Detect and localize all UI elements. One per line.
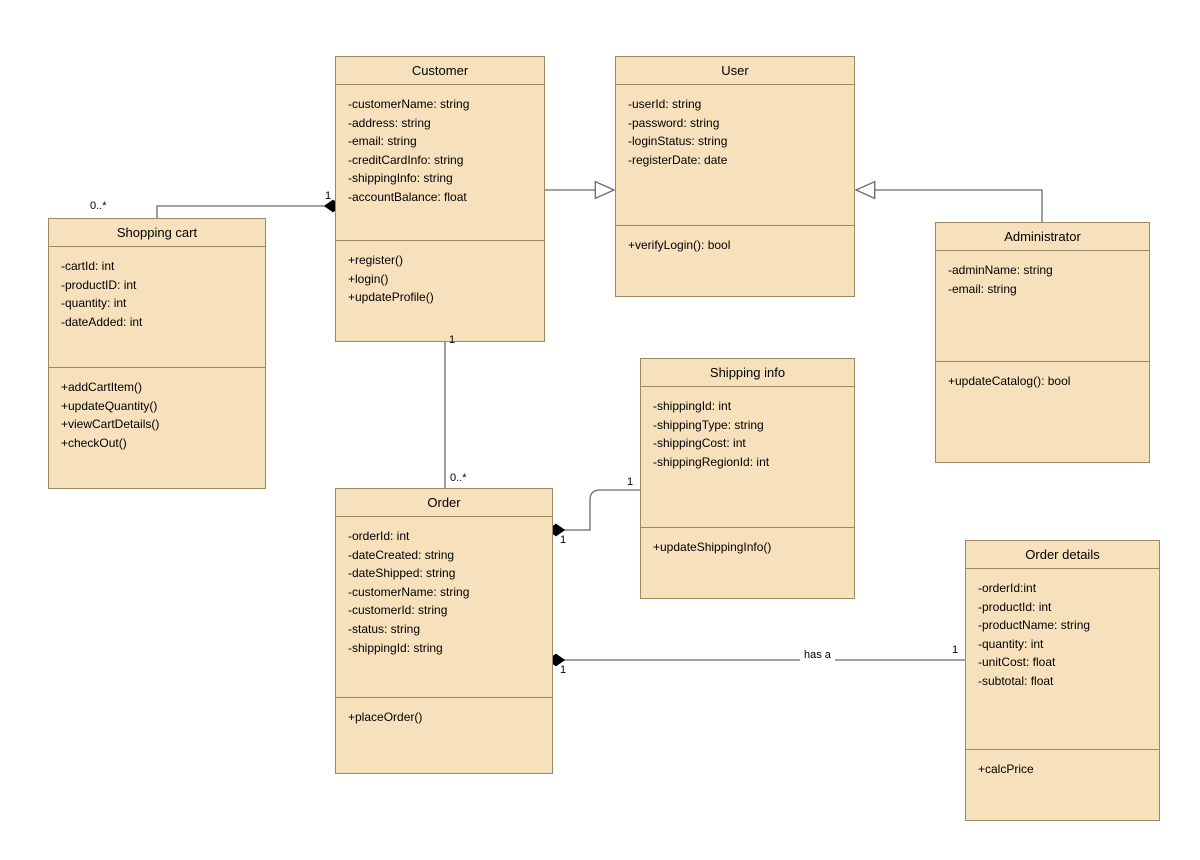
class-attributes: -customerName: string -address: string -… xyxy=(336,85,544,241)
label-order-shipping-one-a: 1 xyxy=(627,476,633,488)
label-order-customer-many: 0..* xyxy=(450,472,467,484)
class-attributes: -adminName: string -email: string xyxy=(936,251,1149,362)
edge-order-shipping xyxy=(556,490,640,530)
class-attributes: -shippingId: int -shippingType: string -… xyxy=(641,387,854,528)
class-title: User xyxy=(616,57,854,85)
class-shopping-cart: Shopping cart -cartId: int -productID: i… xyxy=(48,218,266,489)
class-order-details: Order details -orderId:int -productId: i… xyxy=(965,540,1160,821)
label-order-shipping-one-b: 1 xyxy=(560,534,566,546)
class-order: Order -orderId: int -dateCreated: string… xyxy=(335,488,553,774)
class-attributes: -cartId: int -productID: int -quantity: … xyxy=(49,247,265,368)
class-attributes: -orderId:int -productId: int -productNam… xyxy=(966,569,1159,750)
class-title: Order details xyxy=(966,541,1159,569)
label-has-a: has a xyxy=(800,649,835,661)
edge-admin-user xyxy=(856,190,1042,222)
class-methods: +placeOrder() xyxy=(336,698,552,773)
class-attributes: -orderId: int -dateCreated: string -date… xyxy=(336,517,552,698)
edge-cart-customer xyxy=(157,206,333,218)
label-cart-customer-one: 1 xyxy=(325,190,331,202)
class-methods: +register() +login() +updateProfile() xyxy=(336,241,544,341)
class-customer: Customer -customerName: string -address:… xyxy=(335,56,545,342)
label-order-customer-one: 1 xyxy=(449,334,455,346)
class-methods: +addCartItem() +updateQuantity() +viewCa… xyxy=(49,368,265,488)
class-methods: +updateCatalog(): bool xyxy=(936,362,1149,462)
class-title: Shopping cart xyxy=(49,219,265,247)
class-administrator: Administrator -adminName: string -email:… xyxy=(935,222,1150,463)
class-methods: +calcPrice xyxy=(966,750,1159,820)
class-user: User -userId: string -password: string -… xyxy=(615,56,855,297)
label-order-details-one-a: 1 xyxy=(560,664,566,676)
class-title: Administrator xyxy=(936,223,1149,251)
class-title: Order xyxy=(336,489,552,517)
class-shipping-info: Shipping info -shippingId: int -shipping… xyxy=(640,358,855,599)
class-title: Shipping info xyxy=(641,359,854,387)
class-methods: +verifyLogin(): bool xyxy=(616,226,854,296)
class-methods: +updateShippingInfo() xyxy=(641,528,854,598)
class-attributes: -userId: string -password: string -login… xyxy=(616,85,854,226)
label-order-details-one-b: 1 xyxy=(952,644,958,656)
label-cart-customer-many: 0..* xyxy=(90,200,107,212)
class-title: Customer xyxy=(336,57,544,85)
